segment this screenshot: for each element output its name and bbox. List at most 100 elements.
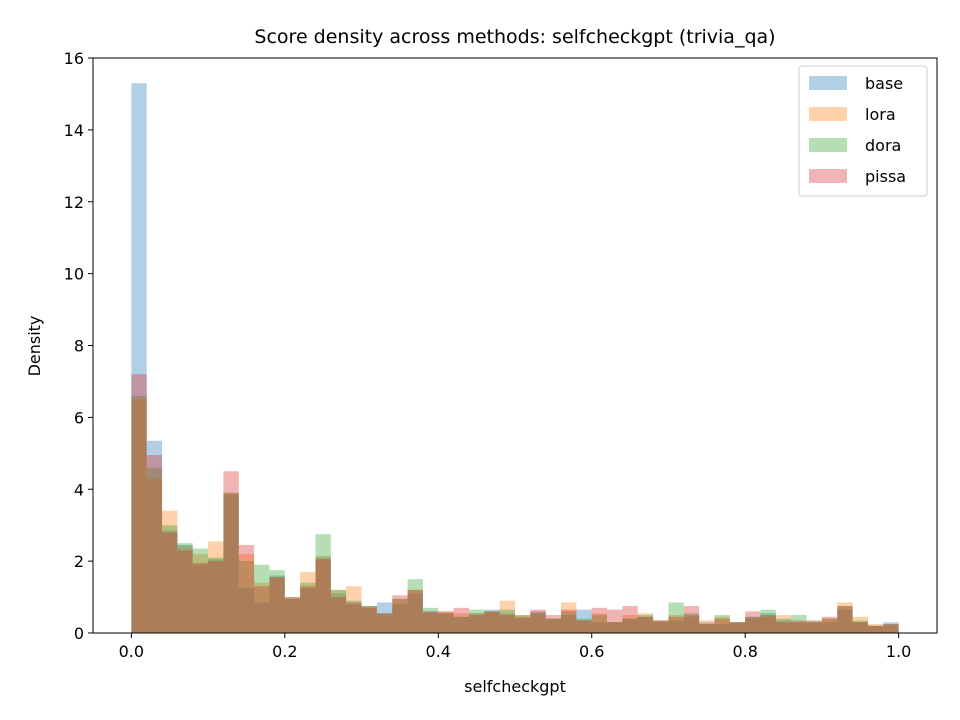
bar-dora-35 [668, 602, 684, 633]
bar-pissa-23 [484, 611, 500, 633]
bar-pissa-49 [883, 624, 899, 633]
bar-base-32 [622, 618, 638, 634]
bar-pissa-15 [361, 607, 377, 633]
bar-lora-27 [545, 618, 562, 634]
legend-swatch-dora [809, 138, 847, 152]
bars-layer [131, 83, 899, 634]
bar-lora-33 [637, 613, 654, 633]
bar-base-31 [607, 622, 623, 633]
bar-base-8 [254, 602, 270, 633]
series-lora [131, 399, 899, 634]
bar-lora-40 [745, 618, 761, 634]
bar-pissa-8 [254, 586, 270, 633]
bar-base-14 [346, 604, 362, 633]
bar-pissa-29 [576, 620, 592, 633]
bar-pissa-10 [284, 597, 301, 633]
bar-lora-48 [867, 624, 884, 633]
bar-pissa-21 [453, 607, 469, 633]
bar-dora-0 [131, 395, 147, 633]
bar-dora-47 [852, 620, 868, 633]
y-tick-label: 12 [64, 193, 84, 212]
legend-label-dora: dora [865, 136, 901, 155]
bar-pissa-45 [821, 616, 838, 633]
bar-base-39 [729, 622, 746, 633]
bar-lora-21 [453, 613, 469, 633]
bar-lora-41 [760, 616, 776, 633]
bar-base-5 [208, 559, 224, 633]
y-axis-ticks: 0 2 4 6 8 10 12 14 16 [64, 49, 93, 643]
bar-dora-3 [177, 543, 193, 633]
bar-pissa-34 [653, 620, 669, 633]
bar-dora-25 [515, 615, 531, 633]
bar-dora-27 [545, 618, 562, 634]
bar-base-27 [545, 618, 562, 634]
bar-lora-24 [499, 600, 515, 633]
bar-base-48 [867, 625, 884, 633]
bar-pissa-20 [438, 611, 454, 633]
bar-pissa-36 [683, 606, 700, 633]
bar-dora-9 [269, 570, 285, 633]
bar-dora-45 [821, 618, 838, 634]
bar-base-9 [269, 575, 285, 633]
bar-lora-16 [376, 615, 393, 633]
bar-lora-2 [162, 510, 178, 633]
bar-lora-20 [438, 611, 454, 633]
bar-base-10 [284, 598, 301, 633]
bar-lora-29 [576, 620, 592, 633]
bar-lora-34 [653, 620, 669, 633]
bar-pissa-13 [330, 597, 347, 633]
x-tick-label: 0.4 [426, 642, 451, 661]
bar-lora-28 [561, 602, 577, 633]
bar-pissa-1 [146, 455, 163, 633]
bar-lora-4 [192, 553, 209, 633]
bar-base-29 [576, 609, 592, 633]
bar-pissa-6 [223, 471, 239, 633]
bar-pissa-19 [422, 611, 439, 633]
bar-base-21 [453, 616, 469, 633]
bar-pissa-18 [407, 589, 423, 634]
bar-dora-32 [622, 618, 638, 634]
bar-lora-47 [852, 616, 868, 633]
bar-pissa-3 [177, 550, 193, 633]
bar-lora-35 [668, 615, 684, 633]
bar-lora-49 [883, 625, 899, 633]
bar-lora-36 [683, 616, 700, 633]
bar-base-38 [714, 624, 730, 633]
bar-pissa-4 [192, 562, 209, 633]
x-axis-label: selfcheckgpt [464, 677, 566, 696]
bar-pissa-17 [392, 595, 408, 633]
y-tick-label: 2 [74, 552, 84, 571]
bar-pissa-27 [545, 615, 562, 633]
bar-pissa-2 [162, 532, 178, 634]
bar-dora-22 [468, 609, 485, 633]
bar-pissa-31 [607, 609, 623, 633]
bar-dora-34 [653, 620, 669, 633]
bar-dora-18 [407, 579, 423, 633]
bar-lora-31 [607, 622, 623, 633]
legend-swatch-lora [809, 107, 847, 121]
bar-base-37 [699, 622, 715, 633]
bar-lora-11 [300, 571, 316, 633]
bar-base-40 [745, 616, 761, 633]
y-tick-label: 4 [74, 480, 84, 499]
bar-base-24 [499, 613, 515, 633]
bar-lora-5 [208, 541, 224, 633]
bar-base-17 [392, 604, 408, 633]
bar-pissa-24 [499, 615, 515, 633]
bar-dora-41 [760, 609, 776, 633]
y-tick-label: 8 [74, 337, 84, 356]
bar-dora-37 [699, 624, 715, 633]
bar-dora-48 [867, 625, 884, 633]
bar-dora-7 [238, 561, 255, 634]
bar-pissa-46 [837, 606, 853, 633]
bar-pissa-12 [315, 559, 331, 633]
bar-dora-42 [775, 618, 792, 634]
bar-pissa-25 [515, 616, 531, 633]
bar-base-6 [223, 494, 239, 633]
bar-base-45 [821, 622, 838, 633]
bar-dora-14 [346, 600, 362, 633]
bar-pissa-14 [346, 602, 362, 633]
bar-lora-6 [223, 492, 239, 633]
bar-lora-23 [484, 611, 500, 633]
